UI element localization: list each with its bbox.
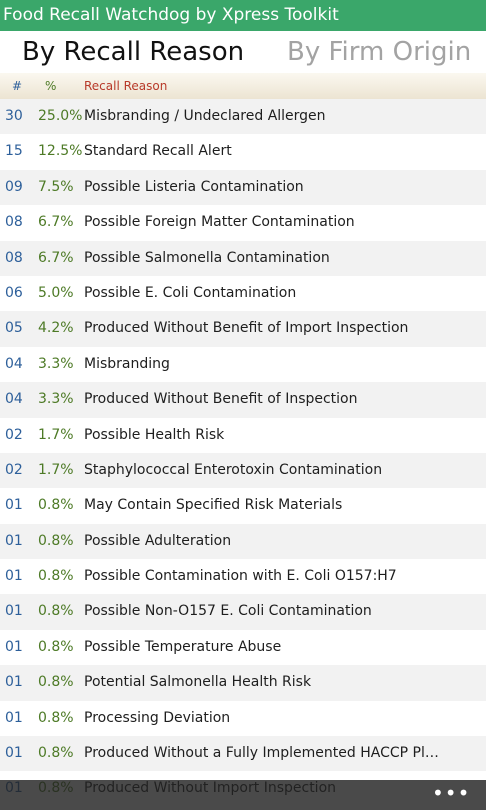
recall-percent: 25.0% [38,108,83,124]
recall-percent: 0.8% [38,568,74,585]
recall-reason: Possible Temperature Abuse [84,638,282,655]
list-item[interactable]: 04 3.3% Misbranding [0,346,486,383]
recall-count: 04 [5,391,23,408]
tab-by-firm-origin[interactable]: By Firm Origin [287,37,472,67]
list-item[interactable]: 01 0.8% Possible Temperature Abuse [0,629,486,666]
reason-column-header[interactable]: Recall Reason [84,79,168,93]
recall-count: 01 [5,674,23,691]
pivot-header: By Recall Reason By Firm Origin [0,31,486,73]
recall-count: 08 [5,249,23,266]
list-item[interactable]: 01 0.8% Potential Salmonella Health Risk [0,665,486,701]
recall-reason-list: 30 25.0% Misbranding / Undeclared Allergen… [0,99,486,807]
recall-percent: 3.3% [38,355,74,372]
recall-percent: 6.7% [38,249,74,266]
column-header: # % Recall Reason [0,73,486,99]
recall-reason: Possible E. Coli Contamination [84,284,297,301]
list-item[interactable]: 02 1.7% Staphylococcal Enterotoxin Contami… [0,452,486,489]
recall-count: 04 [5,355,23,372]
recall-reason: Misbranding / Undeclared Allergen [84,108,326,124]
recall-count: 15 [5,143,23,160]
recall-percent: 0.8% [38,709,74,726]
recall-count: 01 [5,497,23,514]
recall-reason: Standard Recall Alert [84,143,232,160]
recall-count: 02 [5,426,23,443]
recall-reason: Processing Deviation [84,709,231,726]
recall-count: 02 [5,461,23,478]
recall-reason: Possible Non-O157 E. Coli Contamination [84,603,372,620]
recall-reason: Possible Health Risk [84,426,225,443]
recall-reason: Staphylococcal Enterotoxin Contamination [84,461,383,478]
list-item[interactable]: 08 6.7% Possible Foreign Matter Contaminat… [0,205,486,241]
list-item[interactable]: 04 3.3% Produced Without Benefit of Inspec… [0,382,486,418]
tab-by-recall-reason[interactable]: By Recall Reason [22,37,245,67]
list-item[interactable]: 15 12.5% Standard Recall Alert [0,134,486,170]
list-item[interactable]: 01 0.8% May Contain Specified Risk Materia… [0,488,486,524]
recall-percent: 3.3% [38,391,74,408]
recall-count: 08 [5,214,23,231]
count-column-header[interactable]: # [12,79,23,93]
recall-reason: May Contain Specified Risk Materials [84,497,343,514]
list-item[interactable]: 06 5.0% Possible E. Coli Contamination [0,275,486,312]
recall-count: 01 [5,568,23,585]
recall-reason: Possible Salmonella Contamination [84,249,330,266]
recall-percent: 7.5% [38,178,74,195]
recall-count: 01 [5,745,23,762]
list-item[interactable]: 01 0.8% Processing Deviation [0,700,486,737]
ellipsis-icon[interactable]: ••• [432,781,471,805]
list-item[interactable]: 01 0.8% Produced Without a Fully Implement… [0,736,486,772]
recall-percent: 0.8% [38,674,74,691]
recall-reason: Possible Foreign Matter Contamination [84,214,355,231]
recall-reason: Produced Without Benefit of Inspection [84,391,358,408]
recall-percent: 0.8% [38,532,74,549]
app-title: Food Recall Watchdog by Xpress Toolkit [3,5,339,25]
recall-percent: 1.7% [38,461,74,478]
recall-reason: Produced Without a Fully Implemented HAC… [84,745,444,762]
percent-column-header[interactable]: % [45,79,57,93]
list-item[interactable]: 30 25.0% Misbranding / Undeclared Allergen [0,99,486,135]
recall-count: 01 [5,638,23,655]
recall-count: 01 [5,603,23,620]
recall-percent: 12.5% [38,143,83,160]
list-item[interactable]: 08 6.7% Possible Salmonella Contamination [0,240,486,276]
recall-reason: Misbranding [84,355,170,372]
list-item[interactable]: 05 4.2% Produced Without Benefit of Import… [0,311,486,347]
recall-percent: 4.2% [38,320,74,337]
recall-reason: Potential Salmonella Health Risk [84,674,312,691]
list-item[interactable]: 09 7.5% Possible Listeria Contamination [0,169,486,206]
recall-percent: 0.8% [38,497,74,514]
recall-reason: Possible Listeria Contamination [84,178,304,195]
recall-count: 09 [5,178,23,195]
list-item[interactable]: 01 0.8% Possible Non-O157 E. Coli Contamin… [0,594,486,630]
app-bar: ••• [0,780,486,810]
recall-reason: Possible Contamination with E. Coli O157… [84,568,397,585]
recall-percent: 0.8% [38,603,74,620]
recall-reason: Possible Adulteration [84,532,232,549]
recall-percent: 0.8% [38,745,74,762]
recall-count: 06 [5,284,23,301]
recall-count: 30 [5,108,23,124]
app-title-bar: Food Recall Watchdog by Xpress Toolkit [0,0,486,31]
list-item[interactable]: 01 0.8% Possible Contamination with E. Col… [0,559,486,595]
recall-percent: 5.0% [38,284,74,301]
recall-count: 01 [5,709,23,726]
recall-count: 01 [5,532,23,549]
recall-percent: 0.8% [38,638,74,655]
list-item[interactable]: 01 0.8% Possible Adulteration [0,523,486,560]
list-item[interactable]: 02 1.7% Possible Health Risk [0,417,486,453]
recall-count: 05 [5,320,23,337]
recall-percent: 1.7% [38,426,74,443]
recall-reason: Produced Without Benefit of Import Inspe… [84,320,409,337]
recall-percent: 6.7% [38,214,74,231]
